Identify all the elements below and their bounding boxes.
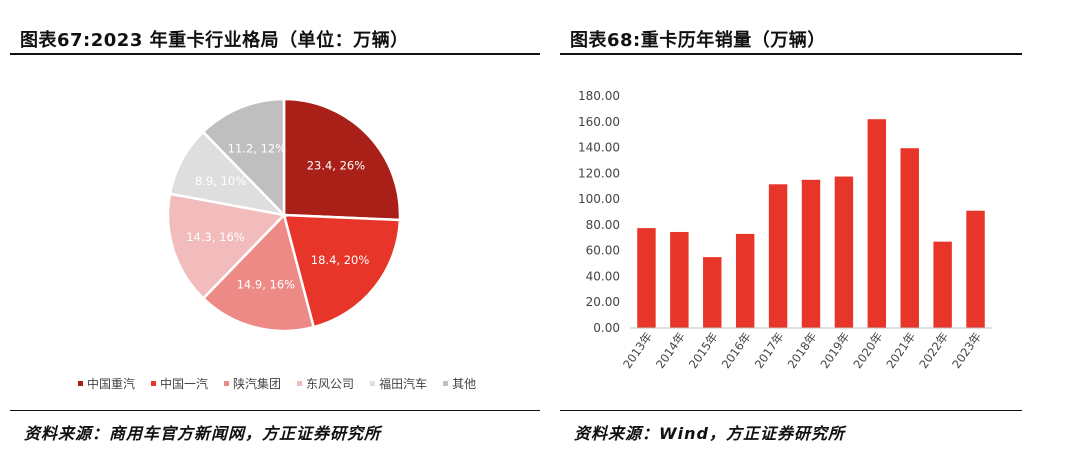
legend-item: 其他 — [443, 375, 476, 392]
pie-slice — [166, 192, 287, 301]
y-tick-label: 160.00 — [578, 115, 620, 129]
right-title-rule — [560, 53, 1022, 55]
legend-label: 东风公司 — [306, 377, 355, 391]
pie-slice-label: 8.9, 10% — [195, 174, 246, 188]
bar — [834, 176, 854, 328]
pie-slice — [282, 213, 402, 329]
pie-slice-label: 11.2, 12% — [228, 141, 287, 155]
legend-swatch — [151, 381, 157, 386]
x-tick-label: 2022年 — [916, 330, 951, 371]
x-tick-label: 2019年 — [818, 330, 853, 371]
x-tick-label: 2020年 — [850, 330, 885, 371]
bar — [637, 228, 656, 328]
left-title-rule — [10, 53, 540, 55]
legend-item: 陕汽集团 — [224, 375, 281, 392]
y-tick-label: 180.00 — [578, 89, 620, 103]
bar — [966, 210, 985, 328]
legend-item: 中国一汽 — [151, 375, 208, 392]
legend-label: 陕汽集团 — [233, 377, 282, 391]
bar — [735, 233, 755, 328]
pie-slice-label: 14.9, 16% — [237, 278, 296, 292]
legend-label: 中国重汽 — [87, 377, 136, 391]
y-tick-label: 80.00 — [586, 218, 620, 232]
bar — [670, 231, 689, 328]
legend-label: 其他 — [452, 377, 477, 391]
left-chart-source: 资料来源：商用车官方新闻网，方正证券研究所 — [24, 424, 382, 443]
x-tick-label: 2018年 — [785, 330, 820, 371]
legend-swatch — [370, 381, 376, 386]
legend-label: 中国一汽 — [160, 377, 209, 391]
legend-label: 福田汽车 — [379, 377, 428, 391]
bar — [867, 119, 887, 328]
pie-legend: 中国重汽 中国一汽 陕汽集团 东风公司 福田汽车 其他 — [78, 375, 476, 392]
legend-swatch — [443, 381, 449, 386]
x-tick-label: 2015年 — [686, 330, 721, 371]
y-tick-label: 40.00 — [586, 269, 620, 283]
right-chart-source: 资料来源：Wind，方正证券研究所 — [574, 424, 845, 443]
legend-item: 福田汽车 — [370, 375, 427, 392]
x-tick-label: 2014年 — [653, 330, 688, 371]
pie-slice — [201, 97, 286, 219]
y-tick-label: 60.00 — [586, 244, 620, 258]
y-tick-label: 140.00 — [578, 141, 620, 155]
left-chart-panel: 图表67:2023 年重卡行业格局（单位：万辆） 23.4, 26% 18.4, … — [10, 0, 540, 460]
pie-slice — [282, 97, 402, 222]
legend-swatch — [297, 381, 303, 386]
pie-slice-label: 14.3, 16% — [186, 230, 245, 244]
right-chart-title: 图表68:重卡历年销量（万辆） — [570, 30, 826, 51]
x-tick-label: 2017年 — [752, 330, 787, 371]
legend-item: 中国重汽 — [78, 375, 135, 392]
pie-slice-label: 23.4, 26% — [307, 158, 366, 172]
bar — [703, 257, 722, 328]
y-tick-label: 120.00 — [578, 166, 620, 180]
legend-swatch — [224, 381, 230, 386]
x-tick-label: 2021年 — [883, 330, 918, 371]
bar — [801, 179, 821, 328]
right-source-rule — [560, 410, 1022, 411]
left-source-rule — [10, 410, 540, 411]
bar — [900, 148, 919, 328]
bar-chart: 0.00 20.00 40.00 60.00 80.00 100.00 120.00 140.… — [578, 89, 992, 371]
y-tick-label: 0.00 — [593, 321, 620, 335]
legend-swatch — [78, 381, 83, 386]
x-tick-label: 2016年 — [719, 330, 754, 371]
pie-slice — [201, 212, 316, 333]
bar — [933, 241, 952, 328]
pie-chart: 23.4, 26% 18.4, 20% 14.9, 16% 14.3, 16% 8.9,… — [166, 97, 402, 333]
y-tick-label: 100.00 — [578, 192, 620, 206]
pie-slice-label: 18.4, 20% — [311, 253, 370, 267]
right-chart-panel: 图表68:重卡历年销量（万辆） 0.00 20.00 40.00 60.00 80.00… — [560, 0, 1022, 460]
bar — [768, 184, 788, 328]
x-tick-label: 2013年 — [620, 330, 655, 371]
x-tick-label: 2023年 — [949, 330, 984, 371]
legend-item: 东风公司 — [297, 375, 354, 392]
left-chart-title: 图表67:2023 年重卡行业格局（单位：万辆） — [20, 30, 409, 51]
y-tick-label: 20.00 — [586, 295, 620, 309]
